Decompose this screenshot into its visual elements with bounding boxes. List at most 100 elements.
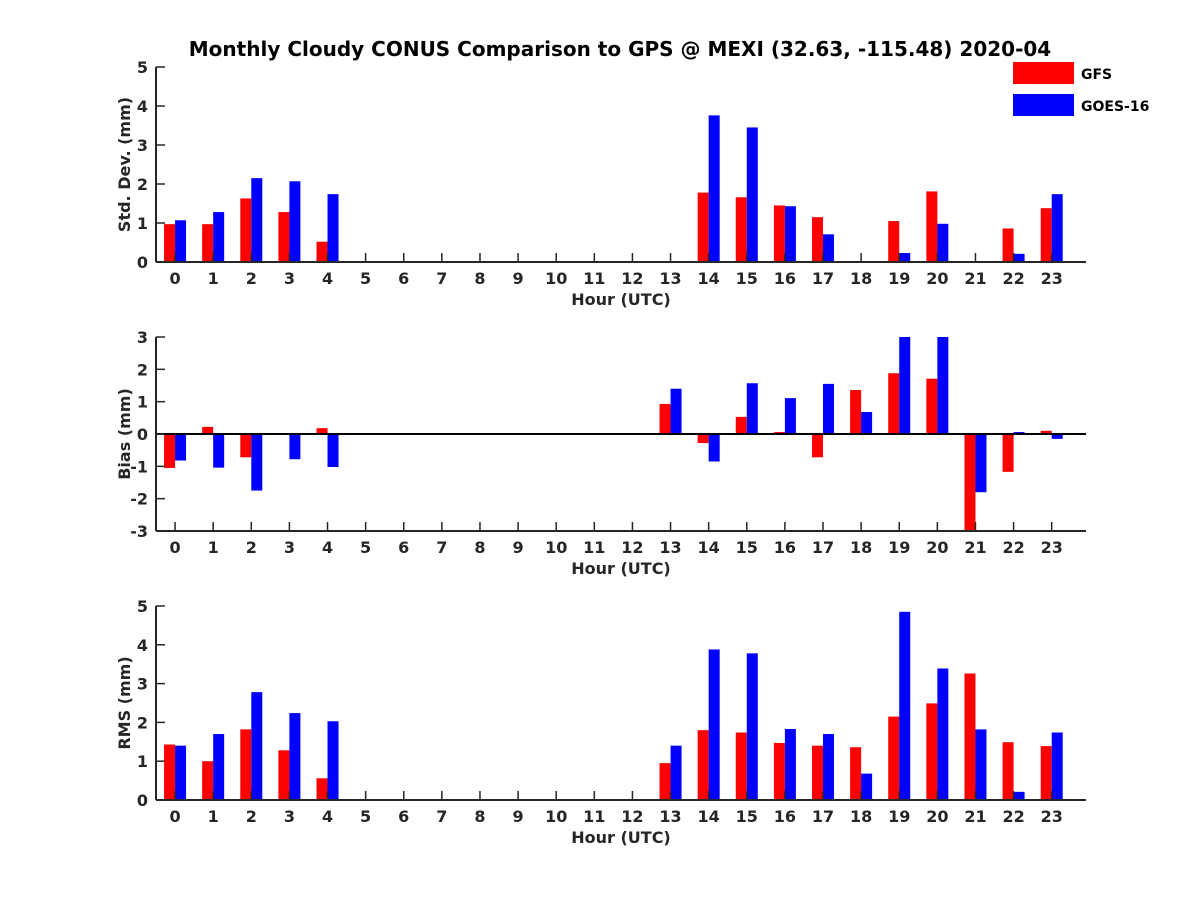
bar-gfs-h20 <box>926 378 938 434</box>
bar-goes-16-h3 <box>289 181 301 262</box>
x-tick-label: 17 <box>812 269 834 288</box>
bar-goes-16-h1 <box>213 734 225 800</box>
x-tick-label: 20 <box>926 807 948 826</box>
x-tick-label: 4 <box>322 807 333 826</box>
bar-gfs-h19 <box>888 716 900 800</box>
bar-gfs-h18 <box>850 747 862 800</box>
x-tick-label: 3 <box>284 269 295 288</box>
x-tick-label: 15 <box>736 807 758 826</box>
bar-goes-16-h14 <box>708 115 720 262</box>
bar-gfs-h16 <box>773 742 785 800</box>
bar-goes-16-h4 <box>327 194 339 262</box>
y-tick-label: 5 <box>137 58 148 77</box>
bar-gfs-h22 <box>1002 228 1014 262</box>
x-tick-label: 23 <box>1041 807 1063 826</box>
bar-goes-16-h18 <box>861 773 873 800</box>
bar-goes-16-h19 <box>899 611 911 800</box>
x-tick-label: 12 <box>621 807 643 826</box>
x-tick-label: 13 <box>659 538 681 557</box>
x-tick-label: 23 <box>1041 269 1063 288</box>
bar-gfs-h2 <box>240 729 252 800</box>
bar-gfs-h14 <box>697 434 709 444</box>
bar-gfs-h14 <box>697 192 709 262</box>
legend-label: GFS <box>1081 67 1112 83</box>
x-tick-label: 9 <box>513 807 524 826</box>
bar-goes-16-h20 <box>937 223 949 262</box>
x-tick-label: 5 <box>360 807 371 826</box>
x-tick-label: 21 <box>964 807 986 826</box>
x-tick-label: 3 <box>284 538 295 557</box>
x-tick-label: 20 <box>926 269 948 288</box>
x-tick-label: 2 <box>246 807 257 826</box>
x-tick-label: 19 <box>888 538 910 557</box>
bar-gfs-h1 <box>202 761 214 800</box>
x-tick-label: 12 <box>621 269 643 288</box>
x-tick-label: 5 <box>360 269 371 288</box>
x-tick-label: 2 <box>246 269 257 288</box>
bar-gfs-h15 <box>735 416 747 434</box>
x-tick-label: 13 <box>659 807 681 826</box>
bar-gfs-h4 <box>316 778 328 800</box>
bar-goes-16-h21 <box>975 729 987 800</box>
bar-gfs-h20 <box>926 191 938 262</box>
x-tick-label: 1 <box>208 269 219 288</box>
legend-swatch-goes-16 <box>1013 94 1074 116</box>
x-tick-label: 13 <box>659 269 681 288</box>
y-tick-label: 1 <box>137 393 148 412</box>
x-tick-label: 22 <box>1002 269 1024 288</box>
x-tick-label: 21 <box>964 269 986 288</box>
bar-goes-16-h2 <box>251 692 263 800</box>
x-tick-label: 0 <box>169 269 180 288</box>
y-tick-label: 3 <box>137 328 148 347</box>
x-tick-label: 7 <box>436 807 447 826</box>
bar-goes-16-h19 <box>899 337 911 434</box>
bar-gfs-h19 <box>888 221 900 262</box>
x-tick-label: 4 <box>322 269 333 288</box>
bar-gfs-h23 <box>1040 430 1052 434</box>
y-tick-label: 1 <box>137 214 148 233</box>
bar-gfs-h0 <box>164 434 176 468</box>
bar-goes-16-h15 <box>746 383 758 434</box>
x-tick-label: 0 <box>169 538 180 557</box>
bar-goes-16-h0 <box>175 434 187 461</box>
bar-gfs-h20 <box>926 703 938 800</box>
bar-gfs-h16 <box>773 205 785 262</box>
legend-label: GOES-16 <box>1081 99 1149 115</box>
y-tick-label: 5 <box>137 597 148 616</box>
bar-gfs-h17 <box>812 745 824 800</box>
y-axis-label: Std. Dev. (mm) <box>115 97 134 232</box>
x-tick-label: 10 <box>545 807 567 826</box>
bar-gfs-h22 <box>1002 742 1014 800</box>
x-tick-label: 16 <box>774 807 796 826</box>
bar-gfs-h0 <box>164 224 176 262</box>
bar-goes-16-h1 <box>213 212 225 262</box>
x-tick-label: 9 <box>513 269 524 288</box>
x-tick-label: 8 <box>474 269 485 288</box>
bar-goes-16-h3 <box>289 713 301 800</box>
y-tick-label: 1 <box>137 752 148 771</box>
x-tick-label: 4 <box>322 538 333 557</box>
x-tick-label: 15 <box>736 269 758 288</box>
x-tick-label: 17 <box>812 807 834 826</box>
bar-gfs-h4 <box>316 428 328 434</box>
x-tick-label: 10 <box>545 538 567 557</box>
bar-goes-16-h16 <box>784 206 796 262</box>
x-tick-label: 12 <box>621 538 643 557</box>
y-tick-label: 0 <box>137 425 148 444</box>
x-tick-label: 17 <box>812 538 834 557</box>
x-tick-label: 7 <box>436 538 447 557</box>
bar-gfs-h2 <box>240 198 252 262</box>
bar-goes-16-h1 <box>213 434 225 468</box>
bar-gfs-h23 <box>1040 746 1052 800</box>
y-tick-label: -1 <box>130 457 148 476</box>
bar-goes-16-h2 <box>251 434 263 491</box>
bar-goes-16-h23 <box>1051 732 1063 800</box>
x-tick-label: 14 <box>698 807 720 826</box>
bar-goes-16-h22 <box>1013 253 1025 262</box>
x-tick-label: 22 <box>1002 807 1024 826</box>
bar-gfs-h1 <box>202 224 214 262</box>
y-tick-label: 0 <box>137 253 148 272</box>
